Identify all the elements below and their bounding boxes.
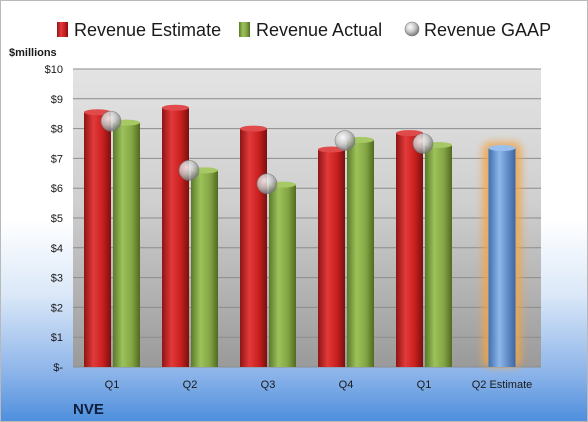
- bar-revenue-estimate: [396, 133, 423, 367]
- y-tick-label: $2: [51, 302, 63, 314]
- bar-revenue-estimate: [84, 112, 111, 368]
- y-unit-label: $millions: [9, 47, 57, 59]
- x-axis: Q1 Q2 Q3 Q4 Q1 Q2 Estimate: [105, 379, 533, 391]
- grid: [73, 68, 541, 368]
- x-tick-label: Q1: [417, 379, 432, 391]
- bar-revenue-estimate: [162, 107, 189, 368]
- x-tick-label: Q2 Estimate: [472, 379, 533, 391]
- bar-q2-estimate: [488, 147, 516, 367]
- legend-swatch-revenue-estimate: [57, 22, 68, 37]
- gaap-marker: [334, 130, 356, 151]
- gaap-marker: [256, 173, 278, 195]
- bar-revenue-actual: [425, 144, 452, 367]
- bar-top-revenue-estimate: [162, 104, 189, 111]
- bar-top-revenue-estimate: [396, 130, 423, 137]
- y-tick-label: $1: [51, 332, 63, 344]
- legend-label: Revenue Actual: [256, 20, 382, 40]
- y-tick-label: $5: [51, 213, 63, 225]
- y-tick-label: $3: [51, 273, 63, 285]
- legend-label: Revenue GAAP: [424, 20, 551, 40]
- x-tick-label: Q1: [105, 379, 120, 391]
- bar-revenue-estimate: [318, 149, 345, 367]
- ticker-label: NVE: [73, 401, 104, 418]
- y-tick-label: $-: [53, 362, 63, 374]
- y-tick-label: $8: [51, 124, 63, 136]
- x-tick-label: Q2: [183, 379, 198, 391]
- legend: Revenue Estimate Revenue Actual Revenue GA…: [57, 20, 551, 40]
- y-tick-label: $4: [51, 243, 63, 255]
- bar-revenue-actual: [347, 139, 374, 367]
- bar-top-revenue-estimate: [240, 125, 267, 132]
- bar-revenue-actual: [113, 122, 140, 367]
- y-tick-label: $7: [51, 153, 63, 165]
- x-tick-label: Q4: [339, 379, 354, 391]
- y-tick-label: $9: [51, 94, 63, 106]
- y-tick-label: $10: [45, 64, 63, 76]
- legend-marker-revenue-gaap: [404, 21, 420, 37]
- x-tick-label: Q3: [261, 379, 276, 391]
- gaap-marker: [412, 133, 434, 154]
- bar-revenue-actual: [191, 170, 218, 367]
- legend-label: Revenue Estimate: [74, 20, 221, 40]
- bar-revenue-estimate: [240, 128, 267, 367]
- bar-revenue-actual: [269, 184, 296, 367]
- gaap-marker: [100, 110, 122, 132]
- legend-swatch-revenue-actual: [239, 22, 250, 37]
- y-tick-label: $6: [51, 183, 63, 195]
- gaap-marker: [178, 160, 200, 181]
- y-axis: $- $1 $2 $3 $4 $5 $6 $7 $8 $9 $10: [45, 64, 64, 374]
- gaap-markers: [100, 110, 434, 195]
- bar-top-q2-estimate: [488, 144, 516, 151]
